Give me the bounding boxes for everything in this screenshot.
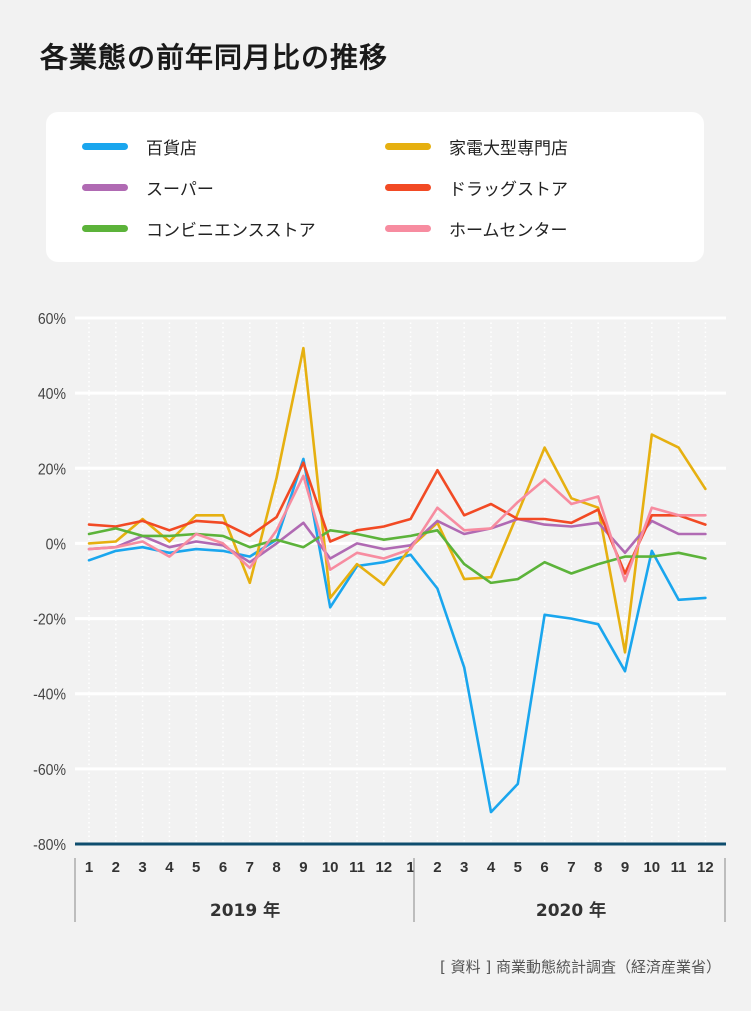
x-tick-label: 8: [272, 859, 280, 876]
x-tick-label: 12: [375, 859, 392, 876]
legend-item-supermarket: スーパー: [82, 175, 214, 200]
legend-label: スーパー: [146, 179, 214, 200]
y-tick-label: -20%: [33, 611, 66, 629]
x-tick-label: 12: [697, 859, 714, 876]
x-tick-label: 1: [85, 859, 93, 876]
y-tick-label: 20%: [38, 460, 66, 478]
x-tick-label: 11: [671, 859, 687, 876]
legend-swatch-electronics-store: [385, 142, 431, 150]
source-note: [ 資料 ] 商業動態統計調査（経済産業省）: [439, 958, 721, 976]
x-tick-label: 3: [138, 859, 146, 876]
x-tick-label: 7: [246, 859, 254, 876]
y-tick-label: 0%: [46, 536, 66, 554]
x-tick-label: 4: [165, 859, 174, 876]
legend-label: ホームセンター: [449, 220, 568, 241]
grid: [75, 316, 726, 846]
legend-swatch-home-center: [385, 224, 431, 232]
legend-item-department-store: 百貨店: [82, 134, 197, 159]
legend-label: ドラッグストア: [449, 179, 568, 200]
series-line-2: [87, 517, 707, 564]
series-line-5: [87, 474, 707, 583]
x-tick-label: 4: [487, 859, 496, 876]
x-tick-label: 5: [192, 859, 200, 876]
series-line-0: [87, 457, 707, 814]
x-tick-label: 2: [433, 859, 441, 876]
x-tick-label: 8: [594, 859, 602, 876]
legend-swatch-supermarket: [82, 183, 128, 191]
x-tick-label: 9: [299, 859, 307, 876]
legend-label: コンビニエンスストア: [146, 220, 316, 241]
x-tick-label: 5: [514, 859, 522, 876]
x-tick-label: 1: [406, 859, 414, 876]
year-label: 2019 年: [210, 900, 280, 921]
legend-item-home-center: ホームセンター: [385, 216, 568, 241]
x-tick-label: 10: [322, 859, 339, 876]
y-axis-labels: 60% 40% 20% 0% -20% -40% -60% -80%: [33, 310, 66, 854]
series-lines: [87, 346, 707, 814]
legend: 百貨店 家電大型専門店 スーパー ドラッグストア コンビニエンスストア ホームセ…: [46, 112, 704, 262]
x-tick-label: 9: [621, 859, 629, 876]
legend-item-convenience-store: コンビニエンスストア: [82, 216, 316, 241]
page-title: 各業態の前年同月比の推移: [40, 41, 389, 74]
y-tick-label: -80%: [33, 836, 66, 854]
legend-swatch-drugstore: [385, 183, 431, 191]
x-tick-label: 2: [112, 859, 120, 876]
x-tick-label: 6: [540, 859, 548, 876]
x-tick-label: 6: [219, 859, 227, 876]
series-line-4: [87, 527, 707, 585]
legend-swatch-department-store: [82, 142, 128, 150]
legend-item-electronics-store: 家電大型専門店: [385, 134, 568, 159]
legend-label: 百貨店: [146, 138, 197, 159]
year-label: 2020 年: [536, 900, 606, 921]
y-tick-label: 40%: [38, 385, 66, 403]
x-tick-label: 7: [567, 859, 575, 876]
y-tick-label: -60%: [33, 761, 66, 779]
legend-swatch-convenience-store: [82, 224, 128, 232]
series-line-3: [87, 461, 707, 575]
x-tick-label: 10: [643, 859, 660, 876]
y-tick-label: 60%: [38, 310, 66, 328]
legend-label: 家電大型専門店: [449, 138, 568, 159]
y-tick-label: -40%: [33, 686, 66, 704]
x-tick-label: 3: [460, 859, 468, 876]
x-tick-label: 11: [349, 859, 365, 876]
line-chart: 60%40%20%0%-20%-40%-60%-80% 1 2 3 4 5 6 7 8 9 10 1…: [33, 310, 726, 922]
series-line-1: [87, 346, 707, 654]
legend-item-drugstore: ドラッグストア: [385, 175, 568, 200]
